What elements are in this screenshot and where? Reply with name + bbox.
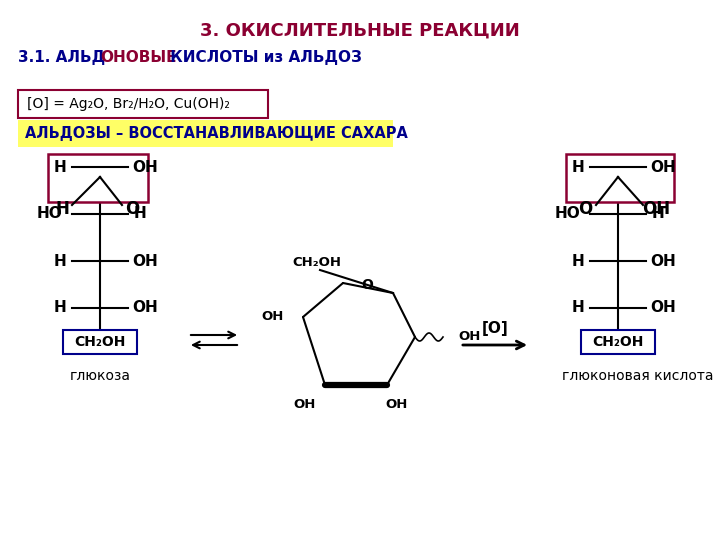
Text: HO: HO bbox=[555, 206, 581, 221]
Text: HO: HO bbox=[37, 206, 63, 221]
Text: [O] = Ag₂O, Br₂/H₂O, Cu(OH)₂: [O] = Ag₂O, Br₂/H₂O, Cu(OH)₂ bbox=[27, 97, 230, 111]
Text: OH: OH bbox=[262, 310, 284, 323]
Text: H: H bbox=[134, 206, 146, 221]
Text: глюкоза: глюкоза bbox=[70, 369, 130, 383]
Bar bbox=[18, 120, 393, 147]
Text: 3. ОКИСЛИТЕЛЬНЫЕ РЕАКЦИИ: 3. ОКИСЛИТЕЛЬНЫЕ РЕАКЦИИ bbox=[200, 22, 520, 40]
Text: 3.1. АЛЬД: 3.1. АЛЬД bbox=[18, 50, 105, 65]
Text: H: H bbox=[53, 300, 66, 315]
Text: OH: OH bbox=[386, 399, 408, 411]
Text: CH₂OH: CH₂OH bbox=[593, 335, 644, 349]
Text: КИСЛОТЫ из АЛЬДОЗ: КИСЛОТЫ из АЛЬДОЗ bbox=[165, 50, 362, 65]
Text: H: H bbox=[652, 206, 665, 221]
Text: CH₂OH: CH₂OH bbox=[292, 256, 341, 269]
Text: O: O bbox=[125, 200, 139, 218]
Text: OH: OH bbox=[132, 159, 158, 174]
Text: OH: OH bbox=[642, 200, 670, 218]
Text: H: H bbox=[53, 253, 66, 268]
Text: OH: OH bbox=[650, 300, 676, 315]
Text: OH: OH bbox=[458, 330, 480, 343]
Text: OH: OH bbox=[132, 300, 158, 315]
Text: OH: OH bbox=[650, 159, 676, 174]
Text: глюконовая кислота: глюконовая кислота bbox=[562, 369, 714, 383]
Bar bbox=[18, 90, 268, 118]
Bar bbox=[63, 330, 137, 354]
Text: H: H bbox=[53, 159, 66, 174]
Text: OH: OH bbox=[132, 253, 158, 268]
Text: OH: OH bbox=[294, 399, 316, 411]
Text: O: O bbox=[578, 200, 592, 218]
Text: H: H bbox=[572, 159, 585, 174]
Text: АЛЬДОЗЫ – ВОССТАНАВЛИВАЮЩИЕ САХАРА: АЛЬДОЗЫ – ВОССТАНАВЛИВАЮЩИЕ САХАРА bbox=[25, 126, 408, 141]
Bar bbox=[581, 330, 655, 354]
Text: O: O bbox=[361, 278, 373, 292]
Bar bbox=[566, 154, 674, 202]
Bar bbox=[48, 154, 148, 202]
Text: H: H bbox=[572, 300, 585, 315]
Text: CH₂OH: CH₂OH bbox=[74, 335, 126, 349]
Text: ОНОВЫЕ: ОНОВЫЕ bbox=[100, 50, 176, 65]
Text: H: H bbox=[572, 253, 585, 268]
Text: H: H bbox=[55, 200, 69, 218]
Text: OH: OH bbox=[650, 253, 676, 268]
Text: [O]: [O] bbox=[482, 321, 508, 336]
